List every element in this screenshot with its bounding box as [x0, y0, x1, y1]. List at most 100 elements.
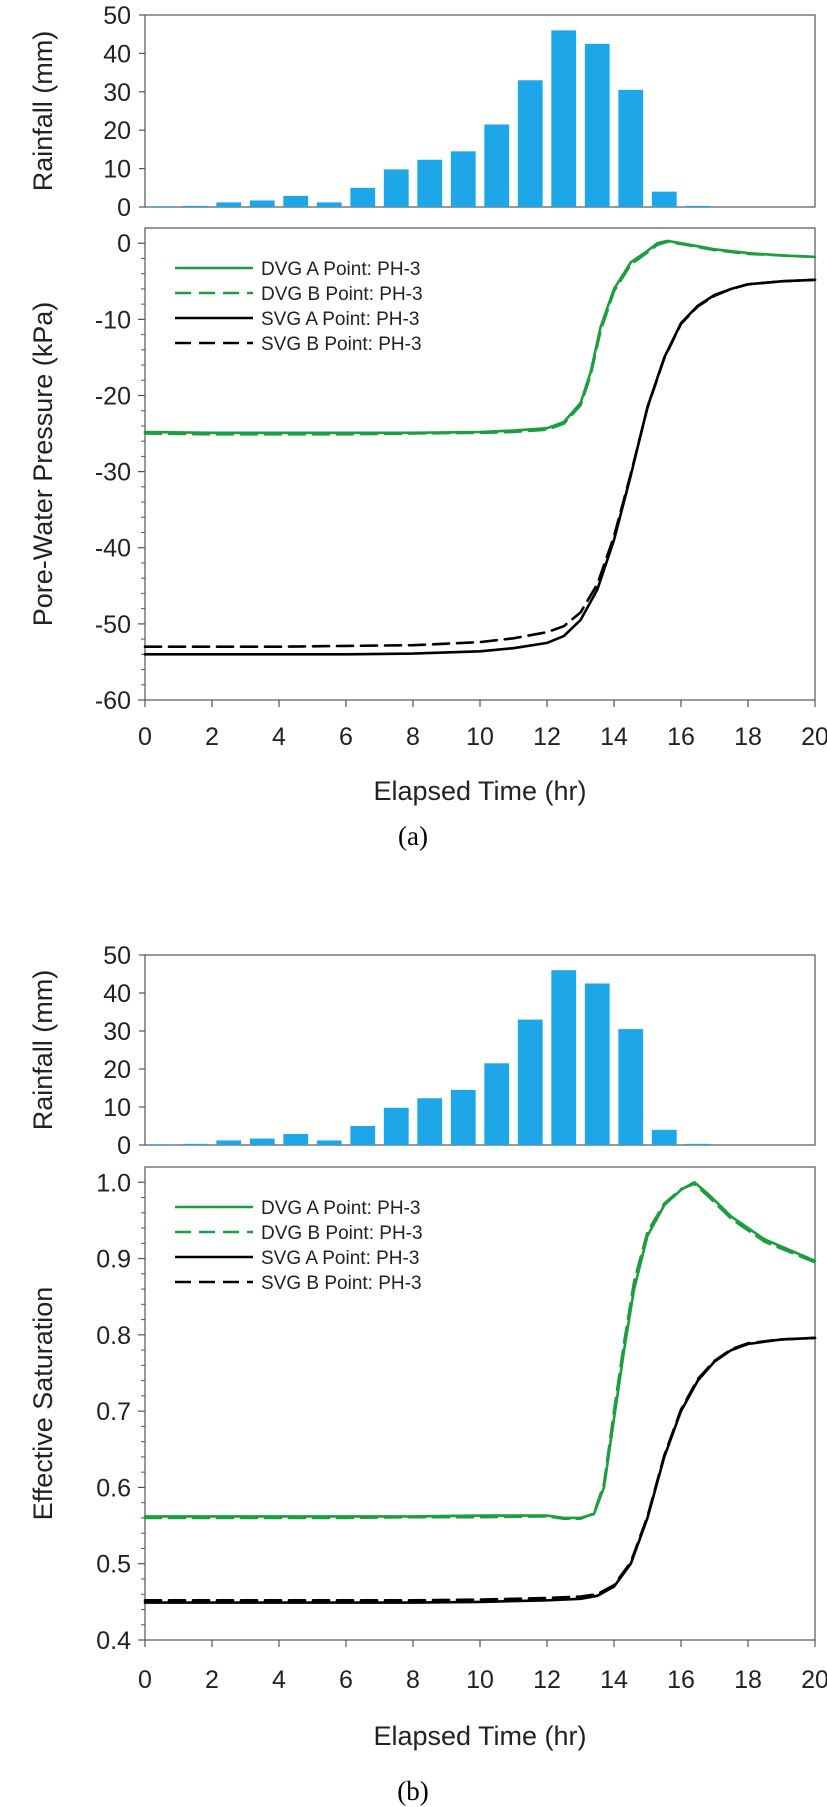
x-axis-label: Elapsed Time (hr)	[373, 1721, 586, 1751]
bar-plot-frame	[144, 954, 816, 1146]
rainfall-bar	[216, 202, 242, 207]
x-tick-label: 4	[272, 723, 286, 751]
y-tick-label: 20	[103, 1056, 131, 1084]
y-tick-label: 10	[103, 156, 131, 184]
x-tick-label: 12	[533, 723, 561, 751]
bar-plot-frame	[144, 14, 816, 208]
rainfall-bar	[484, 1063, 510, 1145]
rainfall-bar	[584, 983, 610, 1145]
rainfall-bar-chart-a: 0 10 20 30 40 50 Rainfall (mm)	[28, 2, 816, 222]
y-tick-label: 10	[103, 1094, 131, 1122]
y-tick-label: 0.6	[96, 1474, 131, 1502]
y-tick-label: -10	[95, 306, 131, 334]
x-tick-label: 10	[466, 723, 494, 751]
rainfall-bar	[249, 1138, 275, 1145]
y-tick-label: 40	[103, 40, 131, 68]
y-tick-label: -50	[95, 611, 131, 639]
rainfall-bar	[316, 1140, 342, 1145]
rainfall-bar	[651, 1129, 677, 1145]
x-tick-label: 0	[138, 1666, 152, 1694]
rainfall-bar	[149, 1144, 175, 1146]
x-tick-label: 14	[600, 1666, 628, 1694]
y-tick-label: 0.8	[96, 1322, 131, 1350]
legend-entry: DVG B Point: PH-3	[261, 1223, 423, 1244]
rainfall-bar	[618, 1029, 644, 1145]
x-tick-label: 16	[667, 723, 695, 751]
rainfall-bar	[350, 187, 376, 207]
y-tick-label: -60	[95, 687, 131, 715]
x-tick-label: 20	[801, 723, 827, 751]
y-tick-label: 0	[117, 194, 131, 222]
x-tick-label: 6	[339, 723, 353, 751]
rainfall-bar	[551, 30, 577, 207]
series-line	[143, 240, 817, 436]
rainfall-bar-chart-b: 0 10 20 30 40 50 Rainfall (mm)	[28, 942, 816, 1160]
y-tick-label: 30	[103, 1018, 131, 1046]
caption-b: (b)	[397, 1776, 428, 1806]
y-tick-label: 0	[117, 1132, 131, 1160]
legend-entry: DVG A Point: PH-3	[261, 259, 420, 280]
y-axis-label: Rainfall (mm)	[28, 970, 58, 1131]
y-tick-label: 50	[103, 942, 131, 970]
rainfall-bar	[417, 1098, 443, 1145]
x-tick-label: 2	[205, 723, 219, 751]
caption-a: (a)	[398, 821, 428, 851]
series-line	[143, 1181, 817, 1520]
rainfall-bar	[551, 970, 577, 1145]
y-tick-label: -30	[95, 459, 131, 487]
rainfall-bar	[383, 1107, 409, 1145]
rainfall-bar	[450, 1089, 476, 1145]
rainfall-bar	[383, 169, 409, 207]
x-tick-label: 16	[667, 1666, 695, 1694]
rainfall-bar	[417, 159, 443, 207]
x-tick-label: 20	[801, 1666, 827, 1694]
rainfall-bar	[517, 80, 543, 207]
y-tick-label: 0	[117, 230, 131, 258]
y-tick-label: 40	[103, 980, 131, 1008]
y-tick-label: -40	[95, 535, 131, 563]
y-tick-label: 0.9	[96, 1246, 131, 1274]
rainfall-bar	[283, 1133, 309, 1145]
rainfall-bar	[450, 151, 476, 207]
x-tick-label: 18	[734, 1666, 762, 1694]
pore-water-pressure-chart-a: 0-10-20-30-40-50-600 2 4 6 8 10 12 14 16 18 20DVG …	[28, 227, 827, 806]
series-line	[143, 1336, 817, 1604]
x-tick-label: 14	[600, 723, 628, 751]
series-line	[143, 278, 817, 656]
rainfall-bar	[484, 124, 510, 207]
line-plot-frame	[144, 1166, 816, 1641]
x-tick-label: 10	[466, 1666, 494, 1694]
rainfall-bar	[182, 205, 208, 207]
legend-entry: DVG A Point: PH-3	[261, 1198, 420, 1219]
rainfall-bar	[149, 206, 175, 208]
series-line	[143, 239, 817, 435]
x-tick-label: 12	[533, 1666, 561, 1694]
y-tick-label: 50	[103, 2, 131, 30]
rainfall-bar	[517, 1019, 543, 1145]
y-tick-label: 20	[103, 117, 131, 145]
rainfall-bar	[182, 1143, 208, 1145]
x-tick-label: 2	[205, 1666, 219, 1694]
series-line	[143, 1336, 817, 1602]
y-tick-label: 30	[103, 79, 131, 107]
x-tick-label: 0	[138, 723, 152, 751]
legend-entry: SVG A Point: PH-3	[261, 1248, 419, 1269]
rainfall-bar	[584, 43, 610, 207]
y-axis-label: Rainfall (mm)	[28, 31, 58, 192]
y-tick-label: 0.4	[96, 1627, 131, 1655]
line-plot-frame	[144, 227, 816, 701]
y-tick-label: 1.0	[96, 1169, 131, 1197]
rainfall-bar	[685, 1143, 711, 1145]
rainfall-bar	[618, 89, 644, 207]
y-axis-label: Pore-Water Pressure (kPa)	[28, 302, 58, 627]
series-line	[143, 278, 817, 649]
rainfall-bar	[316, 202, 342, 207]
rainfall-bar	[216, 1140, 242, 1145]
x-tick-label: 4	[272, 1666, 286, 1694]
series-line	[143, 1182, 817, 1520]
legend-entry: SVG B Point: PH-3	[261, 1273, 422, 1294]
y-tick-label: 0.5	[96, 1551, 131, 1579]
x-axis-label: Elapsed Time (hr)	[373, 776, 586, 806]
rainfall-bar	[651, 191, 677, 207]
